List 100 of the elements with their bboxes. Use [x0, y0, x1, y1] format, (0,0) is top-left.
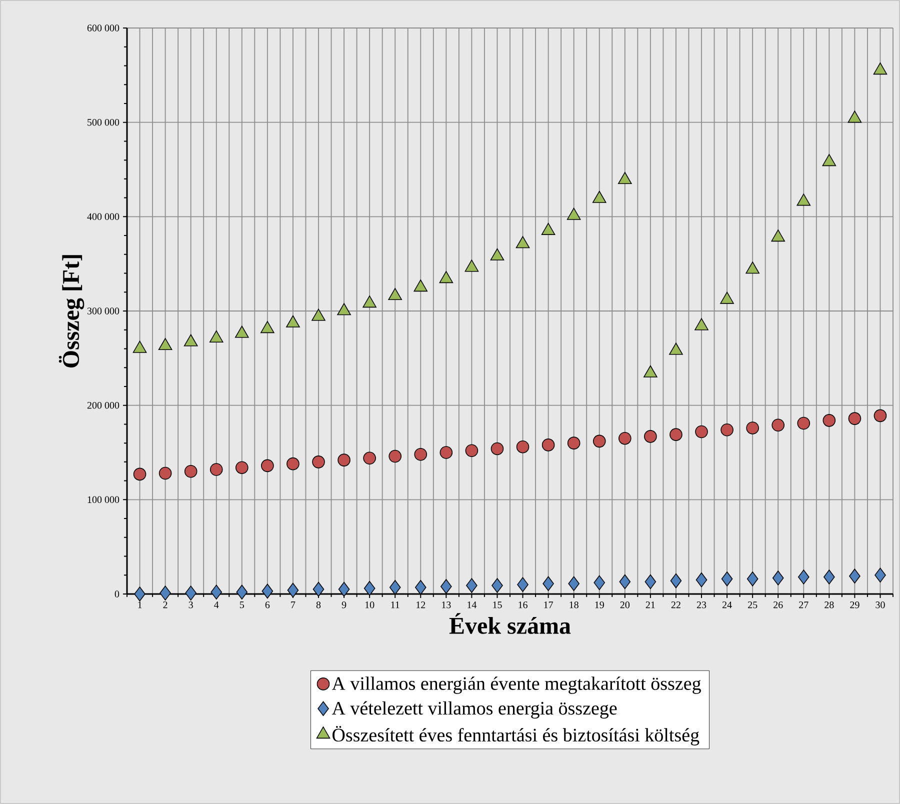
point [133, 468, 146, 481]
point [260, 321, 274, 334]
point [466, 578, 478, 593]
point [568, 576, 580, 592]
point [312, 456, 325, 468]
point [262, 584, 274, 599]
y-tick-label: 600 000 [87, 24, 120, 32]
point [669, 342, 683, 355]
point [566, 208, 581, 220]
point [287, 582, 299, 598]
point [337, 303, 351, 316]
point [517, 577, 528, 592]
x-tick-label: 30 [876, 602, 885, 608]
point [516, 236, 530, 248]
x-tick-label: 26 [774, 602, 783, 608]
point [798, 570, 810, 584]
point [592, 434, 606, 448]
point [236, 461, 248, 474]
point [286, 315, 300, 328]
point [414, 580, 426, 595]
point [746, 422, 759, 434]
point [132, 340, 147, 353]
y-tick-label: 100 000 [88, 496, 120, 504]
point [490, 442, 504, 456]
point [158, 338, 172, 350]
point [440, 579, 452, 594]
point [874, 568, 886, 583]
point [746, 262, 760, 274]
point [516, 440, 530, 454]
x-tick-label: 2 [163, 602, 168, 608]
x-tick-label: 21 [646, 602, 655, 608]
point [746, 572, 758, 586]
point [592, 190, 606, 203]
point [873, 62, 888, 75]
x-tick-label: 25 [748, 602, 758, 608]
point [542, 576, 554, 592]
point [414, 280, 428, 292]
point [824, 570, 835, 584]
point [210, 463, 223, 476]
y-tick-label: 200 000 [87, 402, 120, 409]
x-tick-label: 6 [265, 602, 270, 608]
point [720, 292, 734, 304]
point [772, 570, 784, 586]
point [235, 326, 249, 338]
x-tick-label: 13 [442, 602, 451, 608]
point [567, 436, 580, 450]
x-tick-label: 16 [518, 602, 528, 608]
point [160, 586, 171, 600]
point [464, 260, 479, 272]
x-tick-label: 28 [824, 602, 834, 608]
point [771, 230, 785, 242]
point [848, 412, 862, 425]
x-tick-label: 8 [316, 602, 321, 608]
x-tick-label: 24 [722, 602, 732, 608]
point [594, 575, 606, 590]
point [822, 414, 836, 427]
point [797, 416, 810, 430]
point [209, 330, 224, 343]
point [312, 308, 326, 321]
x-tick-label: 14 [468, 602, 477, 608]
point [338, 454, 350, 466]
x-tick-label: 5 [240, 602, 244, 608]
point [492, 578, 503, 593]
point [440, 446, 453, 459]
x-tick-label: 9 [342, 602, 346, 608]
x-axis-title: Évek száma [449, 613, 571, 634]
point [720, 423, 734, 436]
x-tick-label: 19 [595, 602, 604, 608]
point [388, 288, 402, 300]
point [796, 194, 811, 206]
y-tick-label: 0 [114, 590, 120, 598]
x-tick-label: 17 [544, 602, 554, 608]
legend-label: Összesített éves fenntartási és biztosítási költség [332, 726, 700, 746]
y-tick-label: 500 000 [88, 118, 120, 126]
x-tick-label: 27 [799, 602, 808, 608]
point [236, 584, 248, 600]
point [618, 172, 632, 184]
x-tick-label: 20 [620, 602, 630, 608]
point [286, 457, 300, 470]
point [134, 586, 146, 602]
point [362, 296, 376, 308]
point [670, 428, 682, 441]
point [874, 409, 887, 422]
y-axis-title: Összeg [Ft] [58, 255, 84, 368]
point [338, 582, 350, 597]
point [695, 425, 708, 438]
point [849, 568, 860, 584]
point [721, 572, 733, 586]
point [439, 271, 454, 284]
point [670, 573, 682, 588]
x-tick-label: 22 [671, 602, 680, 608]
point [363, 452, 376, 465]
point [414, 448, 428, 461]
point [364, 580, 376, 596]
x-tick-label: 23 [696, 602, 706, 608]
point [158, 466, 172, 480]
point [388, 450, 402, 463]
legend-label: A villamos energián évente megtakarított összeg [332, 676, 701, 694]
point [618, 432, 632, 445]
point [261, 459, 274, 472]
